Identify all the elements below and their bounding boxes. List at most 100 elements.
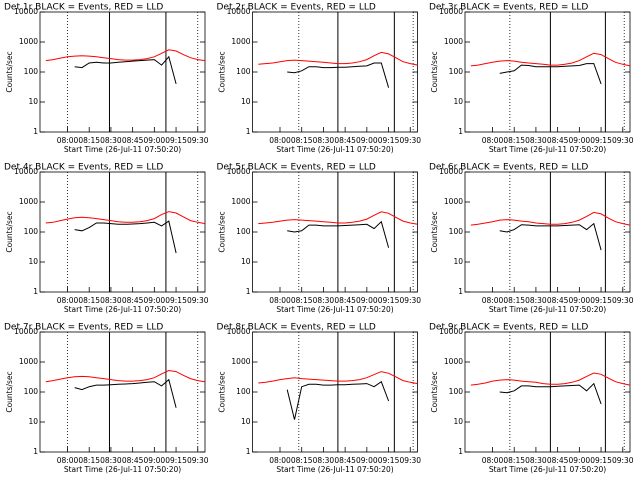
x-axis-label: Start Time (26-Jul-11 07:50:20) bbox=[276, 145, 393, 154]
x-tick-label: 08:15 bbox=[291, 456, 313, 465]
rate-line bbox=[258, 51, 418, 66]
rate-line bbox=[499, 63, 602, 85]
y-tick-label: 10000 bbox=[227, 327, 251, 336]
y-tick-label: 10 bbox=[241, 257, 251, 266]
x-tick-label: 09:30 bbox=[187, 296, 209, 305]
rate-line bbox=[74, 55, 177, 85]
x-tick-label: 08:45 bbox=[547, 136, 569, 145]
x-tick-label: 09:00 bbox=[144, 296, 166, 305]
y-tick-label: 1 bbox=[458, 127, 463, 136]
x-tick-label: 09:15 bbox=[378, 296, 400, 305]
y-tick-label: 100 bbox=[24, 227, 39, 236]
y-tick-label: 10 bbox=[241, 417, 251, 426]
y-tick-label: 1 bbox=[246, 287, 251, 296]
x-tick-label: 08:30 bbox=[100, 456, 122, 465]
x-tick-label: 09:00 bbox=[144, 136, 166, 145]
rate-line bbox=[74, 378, 177, 408]
x-axis-label: Start Time (26-Jul-11 07:50:20) bbox=[64, 305, 181, 314]
rate-line bbox=[45, 369, 206, 383]
y-tick-label: 1000 bbox=[444, 37, 463, 46]
y-tick-label: 10000 bbox=[14, 167, 38, 176]
x-tick-label: 08:30 bbox=[525, 136, 547, 145]
x-tick-label: 09:30 bbox=[612, 456, 634, 465]
x-tick-label: 09:30 bbox=[399, 136, 421, 145]
plot-frame bbox=[39, 171, 206, 293]
x-tick-label: 08:30 bbox=[525, 456, 547, 465]
x-axis-label: Start Time (26-Jul-11 07:50:20) bbox=[64, 465, 181, 474]
x-tick-label: 09:15 bbox=[590, 296, 612, 305]
y-tick-label: 100 bbox=[236, 67, 251, 76]
x-tick-label: 08:30 bbox=[100, 136, 122, 145]
rate-line bbox=[287, 62, 390, 88]
x-axis-label: Start Time (26-Jul-11 07:50:20) bbox=[489, 145, 606, 154]
y-axis-label: Counts/sec bbox=[430, 51, 439, 92]
y-tick-label: 1 bbox=[33, 287, 38, 296]
plot-frame bbox=[252, 11, 418, 133]
panel-title: Det 8r BLACK = Events, RED = LLD bbox=[217, 323, 376, 333]
x-tick-label: 08:45 bbox=[334, 136, 356, 145]
x-tick-label: 08:45 bbox=[334, 296, 356, 305]
x-tick-label: 09:30 bbox=[612, 136, 634, 145]
y-tick-label: 100 bbox=[236, 387, 251, 396]
x-tick-label: 08:00 bbox=[269, 136, 291, 145]
y-axis-label: Counts/sec bbox=[430, 211, 439, 252]
y-tick-label: 1000 bbox=[231, 357, 250, 366]
rate-line bbox=[470, 211, 631, 226]
x-tick-label: 08:45 bbox=[334, 456, 356, 465]
x-tick-label: 09:30 bbox=[399, 296, 421, 305]
x-tick-label: 08:45 bbox=[122, 136, 144, 145]
y-tick-label: 10 bbox=[28, 97, 38, 106]
y-axis-label: Counts/sec bbox=[218, 371, 227, 412]
x-tick-label: 08:30 bbox=[313, 296, 335, 305]
y-tick-label: 10000 bbox=[14, 7, 38, 16]
y-tick-label: 10000 bbox=[227, 7, 251, 16]
x-tick-label: 09:15 bbox=[165, 136, 187, 145]
x-tick-label: 09:15 bbox=[378, 456, 400, 465]
x-tick-label: 08:15 bbox=[503, 296, 525, 305]
x-tick-label: 08:15 bbox=[291, 136, 313, 145]
y-tick-label: 100 bbox=[24, 387, 39, 396]
y-axis-label: Counts/sec bbox=[5, 51, 14, 92]
y-tick-label: 10000 bbox=[14, 327, 38, 336]
x-tick-label: 08:15 bbox=[503, 136, 525, 145]
x-tick-label: 08:00 bbox=[57, 296, 79, 305]
x-tick-label: 08:30 bbox=[100, 296, 122, 305]
y-axis-label: Counts/sec bbox=[218, 51, 227, 92]
x-tick-label: 08:00 bbox=[269, 456, 291, 465]
y-axis-label: Counts/sec bbox=[218, 211, 227, 252]
x-tick-label: 08:00 bbox=[482, 296, 504, 305]
rate-line bbox=[45, 211, 206, 225]
x-tick-label: 08:00 bbox=[57, 136, 79, 145]
rate-line bbox=[470, 52, 631, 67]
x-axis-label: Start Time (26-Jul-11 07:50:20) bbox=[489, 465, 606, 474]
x-tick-label: 08:45 bbox=[547, 456, 569, 465]
x-tick-label: 09:15 bbox=[590, 456, 612, 465]
rate-line bbox=[45, 49, 206, 62]
x-tick-label: 09:15 bbox=[378, 136, 400, 145]
y-tick-label: 1000 bbox=[19, 357, 38, 366]
rate-line bbox=[287, 220, 390, 248]
y-tick-label: 1 bbox=[33, 127, 38, 136]
x-tick-label: 08:15 bbox=[78, 456, 100, 465]
y-tick-label: 100 bbox=[449, 227, 464, 236]
y-axis-label: Counts/sec bbox=[430, 371, 439, 412]
x-tick-label: 08:00 bbox=[269, 296, 291, 305]
y-tick-label: 1000 bbox=[231, 197, 250, 206]
y-tick-label: 1 bbox=[458, 287, 463, 296]
y-tick-label: 10 bbox=[453, 417, 463, 426]
y-tick-label: 10 bbox=[453, 257, 463, 266]
x-axis-label: Start Time (26-Jul-11 07:50:20) bbox=[489, 305, 606, 314]
y-tick-label: 10 bbox=[453, 97, 463, 106]
y-tick-label: 10 bbox=[28, 257, 38, 266]
x-tick-label: 09:30 bbox=[187, 456, 209, 465]
y-axis-label: Counts/sec bbox=[5, 371, 14, 412]
plot-frame bbox=[252, 331, 418, 453]
y-tick-label: 10000 bbox=[439, 167, 463, 176]
y-tick-label: 10000 bbox=[227, 167, 251, 176]
x-tick-label: 09:00 bbox=[569, 136, 591, 145]
plot-frame bbox=[39, 11, 206, 133]
x-tick-label: 09:00 bbox=[569, 296, 591, 305]
x-tick-label: 08:45 bbox=[547, 296, 569, 305]
x-tick-label: 09:00 bbox=[356, 296, 378, 305]
y-tick-label: 10000 bbox=[439, 7, 463, 16]
